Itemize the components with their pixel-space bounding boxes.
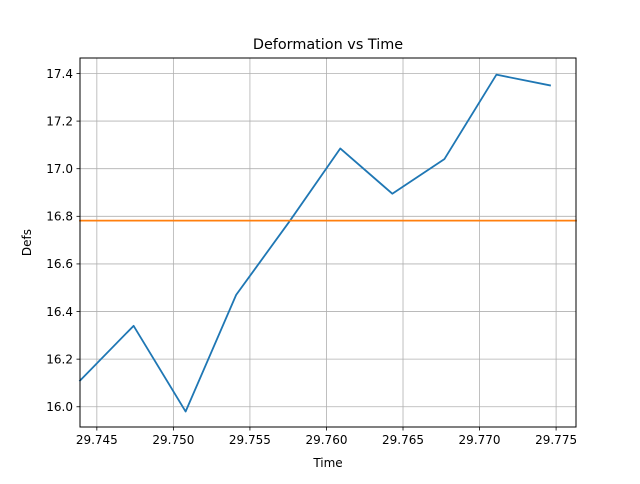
series-line-1 <box>78 73 552 413</box>
x-tick-label: 29.745 <box>76 433 118 447</box>
y-axis-ticks: 16.0 16.2 16.4 16.6 16.8 17.0 17.2 17.4 <box>46 67 80 414</box>
y-tick-label: 17.0 <box>46 162 73 176</box>
x-tick-label: 29.765 <box>382 433 424 447</box>
grid <box>80 58 576 427</box>
x-tick-label: 29.755 <box>229 433 271 447</box>
series-layer <box>78 73 577 413</box>
y-tick-label: 16.6 <box>46 257 73 271</box>
y-tick-label: 16.2 <box>46 352 73 366</box>
x-axis-ticks: 29.745 29.750 29.755 29.760 29.765 29.770 29.7… <box>76 427 577 447</box>
axes-frame <box>79 57 577 428</box>
y-tick-label: 16.8 <box>46 210 73 224</box>
y-tick-label: 16.4 <box>46 305 73 319</box>
y-axis-label: Defs <box>20 229 34 256</box>
x-tick-label: 29.750 <box>152 433 194 447</box>
chart-title: Deformation vs Time <box>253 37 403 53</box>
x-axis-label: Time <box>312 456 342 470</box>
x-tick-label: 29.770 <box>459 433 501 447</box>
y-tick-label: 16.0 <box>46 400 73 414</box>
y-tick-label: 17.4 <box>46 67 73 81</box>
x-tick-label: 29.775 <box>535 433 577 447</box>
x-tick-label: 29.760 <box>305 433 347 447</box>
y-tick-label: 17.2 <box>46 114 73 128</box>
